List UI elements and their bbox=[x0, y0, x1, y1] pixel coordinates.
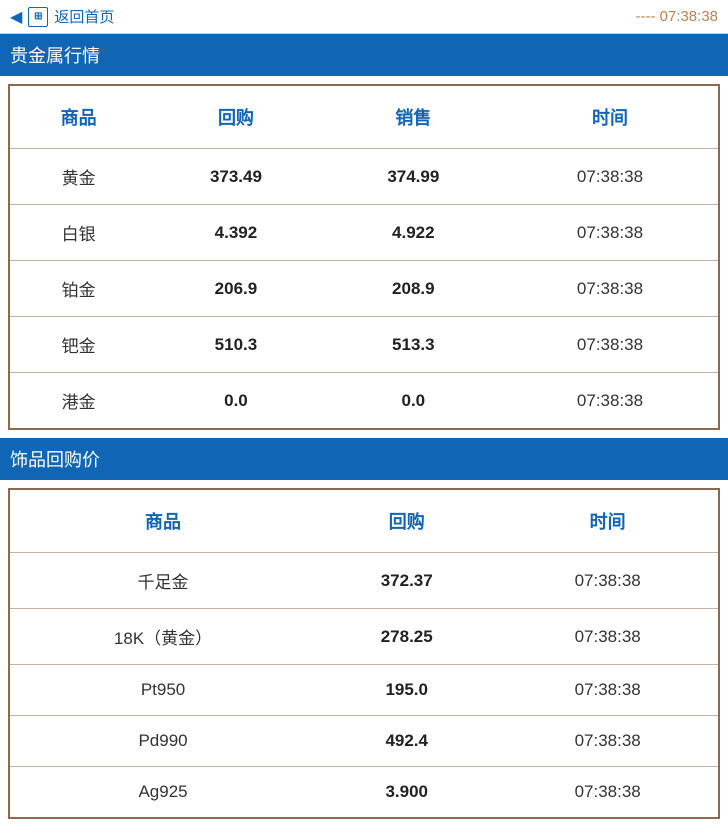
table-row: 18K（黄金）278.2507:38:38 bbox=[9, 609, 719, 665]
time-cell: 07:38:38 bbox=[502, 205, 719, 261]
buy-price-cell: 3.900 bbox=[316, 767, 497, 819]
table-row: 千足金372.3707:38:38 bbox=[9, 553, 719, 609]
table-row: Ag9253.90007:38:38 bbox=[9, 767, 719, 819]
product-cell: Pd990 bbox=[9, 716, 316, 767]
back-link-label: 返回首页 bbox=[54, 6, 114, 27]
product-cell: 铂金 bbox=[9, 261, 147, 317]
column-header: 时间 bbox=[502, 85, 719, 149]
table-row: 黄金373.49374.9907:38:38 bbox=[9, 149, 719, 205]
table-row: 港金0.00.007:38:38 bbox=[9, 373, 719, 430]
section-title-metals: 贵金属行情 bbox=[0, 34, 728, 76]
time-value: 07:38:38 bbox=[660, 8, 718, 25]
product-cell: 黄金 bbox=[9, 149, 147, 205]
table-row: Pt950195.007:38:38 bbox=[9, 665, 719, 716]
sell-price-cell: 0.0 bbox=[325, 373, 502, 430]
time-cell: 07:38:38 bbox=[497, 665, 719, 716]
buy-price-cell: 0.0 bbox=[147, 373, 324, 430]
product-cell: 白银 bbox=[9, 205, 147, 261]
product-cell: Ag925 bbox=[9, 767, 316, 819]
table-header-row: 商品 回购 时间 bbox=[9, 489, 719, 553]
table-row: 白银4.3924.92207:38:38 bbox=[9, 205, 719, 261]
sell-price-cell: 374.99 bbox=[325, 149, 502, 205]
buy-price-cell: 206.9 bbox=[147, 261, 324, 317]
sell-price-cell: 4.922 bbox=[325, 205, 502, 261]
jewelry-table-wrapper: 商品 回购 时间 千足金372.3707:38:3818K（黄金）278.250… bbox=[0, 480, 728, 827]
back-nav[interactable]: ◀ ⊞ 返回首页 bbox=[10, 6, 114, 27]
column-header: 时间 bbox=[497, 489, 719, 553]
sell-price-cell: 208.9 bbox=[325, 261, 502, 317]
time-prefix: ---- bbox=[635, 8, 655, 25]
table-row: 钯金510.3513.307:38:38 bbox=[9, 317, 719, 373]
column-header: 商品 bbox=[9, 85, 147, 149]
header-timestamp: ---- 07:38:38 bbox=[635, 8, 718, 25]
buy-price-cell: 372.37 bbox=[316, 553, 497, 609]
time-cell: 07:38:38 bbox=[497, 609, 719, 665]
buy-price-cell: 195.0 bbox=[316, 665, 497, 716]
time-cell: 07:38:38 bbox=[502, 149, 719, 205]
time-cell: 07:38:38 bbox=[502, 317, 719, 373]
buy-price-cell: 510.3 bbox=[147, 317, 324, 373]
time-cell: 07:38:38 bbox=[502, 261, 719, 317]
page-header: ◀ ⊞ 返回首页 ---- 07:38:38 bbox=[0, 0, 728, 34]
jewelry-table: 商品 回购 时间 千足金372.3707:38:3818K（黄金）278.250… bbox=[8, 488, 720, 819]
buy-price-cell: 278.25 bbox=[316, 609, 497, 665]
product-cell: 钯金 bbox=[9, 317, 147, 373]
table-row: 铂金206.9208.907:38:38 bbox=[9, 261, 719, 317]
product-cell: 18K（黄金） bbox=[9, 609, 316, 665]
table-header-row: 商品 回购 销售 时间 bbox=[9, 85, 719, 149]
time-cell: 07:38:38 bbox=[497, 553, 719, 609]
product-cell: 千足金 bbox=[9, 553, 316, 609]
time-cell: 07:38:38 bbox=[497, 767, 719, 819]
column-header: 回购 bbox=[316, 489, 497, 553]
product-cell: 港金 bbox=[9, 373, 147, 430]
metals-table-wrapper: 商品 回购 销售 时间 黄金373.49374.9907:38:38白银4.39… bbox=[0, 76, 728, 438]
column-header: 商品 bbox=[9, 489, 316, 553]
table-row: Pd990492.407:38:38 bbox=[9, 716, 719, 767]
section-title-jewelry: 饰品回购价 bbox=[0, 438, 728, 480]
time-cell: 07:38:38 bbox=[502, 373, 719, 430]
buy-price-cell: 4.392 bbox=[147, 205, 324, 261]
buy-price-cell: 373.49 bbox=[147, 149, 324, 205]
metals-table: 商品 回购 销售 时间 黄金373.49374.9907:38:38白银4.39… bbox=[8, 84, 720, 430]
sell-price-cell: 513.3 bbox=[325, 317, 502, 373]
time-cell: 07:38:38 bbox=[497, 716, 719, 767]
product-cell: Pt950 bbox=[9, 665, 316, 716]
grid-icon: ⊞ bbox=[28, 7, 48, 27]
column-header: 回购 bbox=[147, 85, 324, 149]
buy-price-cell: 492.4 bbox=[316, 716, 497, 767]
back-arrow-icon: ◀ bbox=[10, 7, 22, 27]
column-header: 销售 bbox=[325, 85, 502, 149]
